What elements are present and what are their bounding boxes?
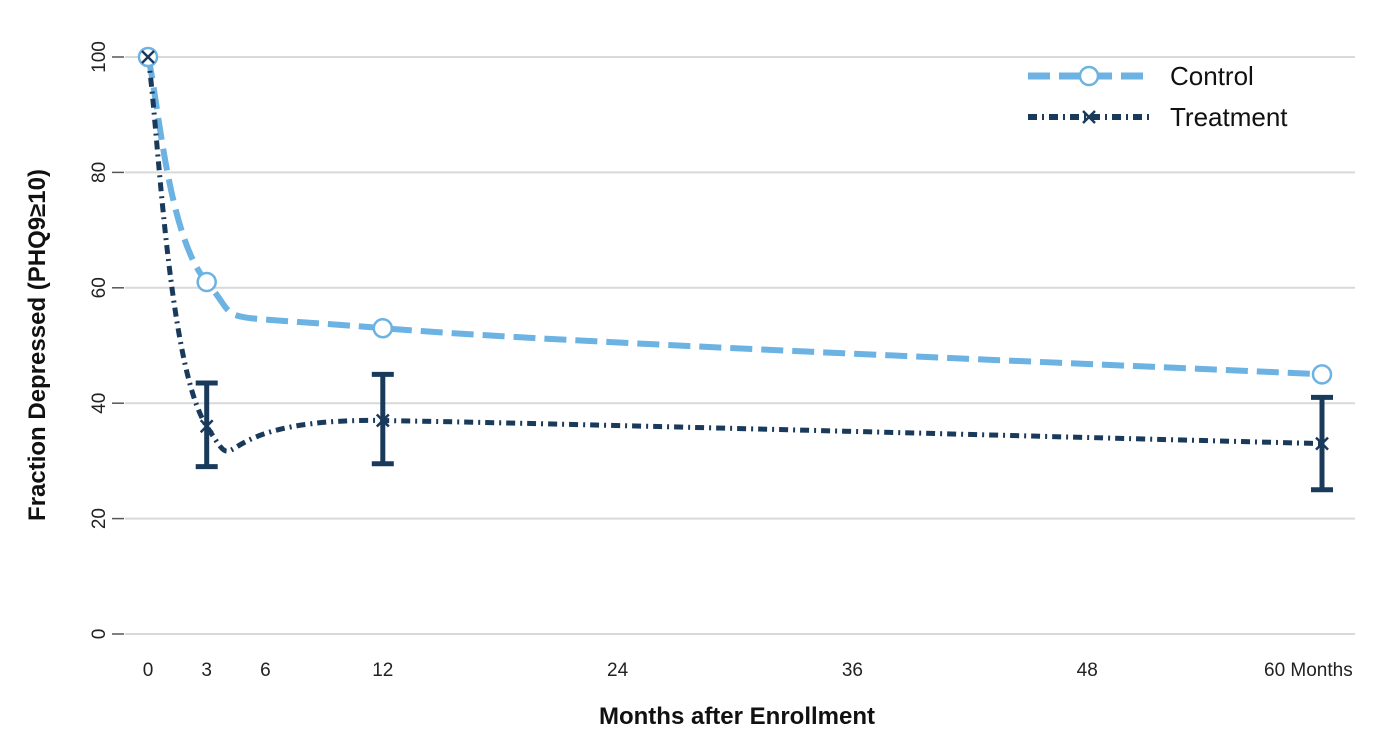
- y-tick-label-40: 40: [89, 393, 110, 414]
- legend-x-stroke: [1082, 110, 1096, 124]
- data-point-control-12: [372, 317, 394, 339]
- y-axis: 0 20 40 60 80 100: [89, 41, 124, 639]
- data-point-treatment-60: [1315, 436, 1329, 451]
- plot-series: [145, 56, 1323, 454]
- marker-x-stroke: [1315, 436, 1329, 451]
- series-line-treatment: [145, 56, 1323, 454]
- data-markers: [137, 46, 1333, 451]
- legend-marker-control: [1078, 65, 1100, 87]
- y-tick-label-100: 100: [89, 41, 110, 73]
- y-tick-label-0: 0: [89, 629, 110, 640]
- legend-label-treatment: Treatment: [1170, 102, 1288, 132]
- x-tick-label-0: 0: [143, 660, 154, 681]
- marker-x-stroke: [199, 419, 214, 434]
- legend-label-control: Control: [1170, 61, 1254, 91]
- y-tick-label-20: 20: [89, 508, 110, 529]
- x-tick-label-6: 6: [260, 660, 271, 681]
- y-axis-title: Fraction Depressed (PHQ9≥10): [24, 169, 51, 521]
- y-tick-label-80: 80: [89, 162, 110, 183]
- data-point-control-60: [1311, 364, 1333, 385]
- error-bars: [195, 371, 1333, 493]
- x-tick-label-24: 24: [607, 660, 629, 681]
- x-axis: 0 3 6 12 24 36 48 60 Months: [143, 660, 1353, 681]
- data-point-control-3: [196, 271, 217, 293]
- legend: Control Treatment: [1028, 61, 1288, 132]
- x-tick-label-3: 3: [201, 660, 212, 681]
- series-line-control: [145, 56, 1323, 378]
- grid-lines: [125, 56, 1355, 635]
- data-point-treatment-12: [375, 413, 390, 428]
- x-axis-title: Months after Enrollment: [599, 703, 875, 730]
- x-tick-label-48: 48: [1077, 660, 1098, 681]
- legend-marker-treatment: [1082, 110, 1096, 124]
- data-point-treatment-0: [141, 50, 155, 64]
- marker-x-stroke: [141, 50, 155, 64]
- data-point-treatment-3: [199, 419, 214, 434]
- legend-item-control: Control: [1028, 61, 1254, 91]
- x-tick-label-60: 60 Months: [1264, 660, 1353, 681]
- x-tick-label-12: 12: [372, 660, 393, 681]
- marker-x-stroke: [375, 413, 390, 428]
- y-tick-label-60: 60: [89, 277, 110, 298]
- legend-item-treatment: Treatment: [1028, 102, 1288, 132]
- x-tick-label-36: 36: [842, 660, 863, 681]
